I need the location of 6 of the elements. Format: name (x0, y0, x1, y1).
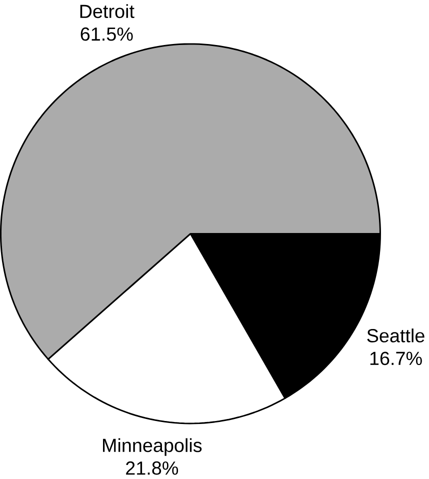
data-label: 16.7% (370, 352, 422, 366)
slice-label: Detroit (80, 4, 134, 18)
data-label: 61.5% (80, 27, 133, 41)
data-label: 21.8% (126, 461, 178, 475)
slice-label: Minneapolis (102, 438, 202, 456)
slice-label: Seattle (367, 328, 424, 342)
